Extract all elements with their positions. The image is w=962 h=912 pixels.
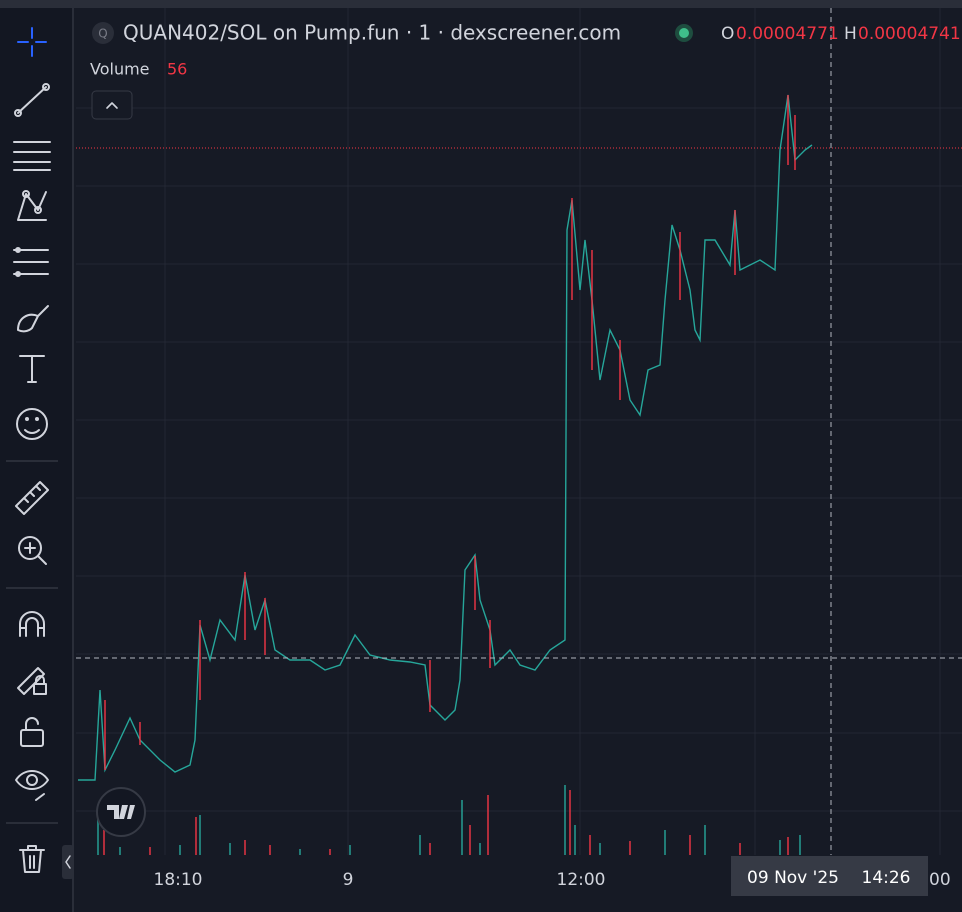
price-candles	[78, 94, 813, 781]
grid	[76, 8, 962, 855]
brush-tool[interactable]	[17, 305, 49, 333]
price-trace-down	[104, 95, 796, 770]
lock-drawings-tool[interactable]	[17, 667, 47, 695]
price-trace-up	[78, 94, 813, 781]
delete-tool[interactable]	[19, 845, 45, 873]
zoom-tool[interactable]	[18, 536, 47, 565]
status-dot	[679, 28, 689, 38]
time-label: 00	[929, 870, 951, 890]
time-label: 18:10	[154, 870, 203, 890]
tool-icons	[6, 27, 74, 879]
ohlc-label: H	[844, 24, 857, 44]
pattern-tool[interactable]	[17, 190, 47, 221]
crosshair-date: 09 Nov '25	[747, 868, 839, 888]
ohlc-value: 0.00004771	[736, 24, 839, 44]
top-strip	[0, 0, 962, 8]
fib-tool[interactable]	[13, 141, 51, 171]
crosshair-time-box	[731, 856, 928, 896]
trend-line-tool[interactable]	[14, 83, 50, 117]
tradingview-mark	[107, 805, 135, 819]
volume-value: 56	[167, 60, 187, 79]
lock-tool[interactable]	[20, 717, 44, 747]
ohlc-value: 0.00004741	[858, 24, 961, 44]
prediction-tool[interactable]	[13, 247, 49, 277]
crosshair-time: 14:26	[862, 868, 911, 888]
symbol-icon	[92, 22, 114, 44]
collapse-toolbar[interactable]	[62, 845, 74, 879]
text-tool[interactable]	[19, 355, 45, 383]
time-label: 12:00	[557, 870, 606, 890]
volume-bars-down	[103, 790, 789, 855]
ohlc-label: O	[721, 24, 734, 44]
crosshair-tool[interactable]	[17, 27, 47, 57]
collapse-legend-button[interactable]	[91, 90, 133, 120]
ruler-tool[interactable]	[15, 481, 49, 515]
emoji-tool[interactable]	[16, 408, 48, 440]
symbol-title: QUAN402/SOL on Pump.fun · 1 · dexscreene…	[123, 21, 621, 45]
magnet-tool[interactable]	[19, 611, 45, 637]
hide-tool[interactable]	[15, 770, 49, 801]
time-label: 9	[343, 870, 354, 890]
volume-label: Volume	[90, 60, 150, 79]
volume-bars-up	[97, 785, 801, 855]
symbol-icon-letter: Q	[98, 27, 107, 41]
